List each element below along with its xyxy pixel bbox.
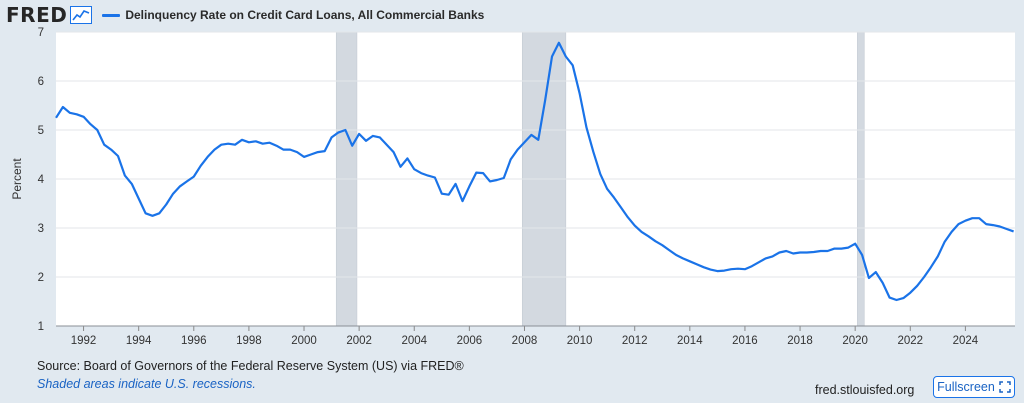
y-tick-label: 5	[38, 125, 44, 137]
x-tick-label: 1994	[126, 335, 152, 347]
x-tick-label: 1996	[181, 335, 207, 347]
x-tick-label: 2000	[291, 335, 317, 347]
y-tick-label: 3	[38, 223, 44, 235]
y-tick-label: 2	[38, 272, 44, 284]
x-tick-label: 2008	[512, 335, 538, 347]
x-tick-label: 2012	[622, 335, 648, 347]
x-tick-label: 2022	[897, 335, 923, 347]
y-tick-label: 7	[38, 27, 44, 39]
source-text: Source: Board of Governors of the Federa…	[37, 359, 464, 373]
x-tick-label: 2024	[953, 335, 979, 347]
x-tick-label: 2006	[457, 335, 483, 347]
trend-chart-icon[interactable]	[70, 6, 93, 24]
x-tick-label: 1992	[71, 335, 97, 347]
y-tick-label: 4	[38, 174, 45, 186]
x-tick-label: 2010	[567, 335, 593, 347]
x-tick-label: 1998	[236, 335, 262, 347]
x-tick-label: 2004	[401, 335, 427, 347]
recession-note: Shaded areas indicate U.S. recessions.	[37, 377, 256, 391]
fullscreen-label: Fullscreen	[937, 380, 995, 394]
fullscreen-button[interactable]: Fullscreen	[933, 376, 1015, 398]
x-tick-label: 2002	[346, 335, 372, 347]
y-tick-label: 1	[38, 321, 44, 333]
chart-header: FRED Delinquency Rate on Credit Card Loa…	[6, 4, 484, 26]
legend-swatch	[102, 13, 121, 17]
y-axis-label: Percent	[10, 158, 24, 200]
expand-icon	[999, 381, 1011, 393]
x-tick-label: 2018	[787, 335, 813, 347]
series-title: Delinquency Rate on Credit Card Loans, A…	[125, 8, 485, 22]
fred-logo[interactable]: FRED	[6, 3, 68, 27]
x-tick-label: 2014	[677, 335, 703, 347]
y-tick-label: 6	[38, 76, 44, 88]
legend: Delinquency Rate on Credit Card Loans, A…	[102, 8, 484, 22]
series-line	[55, 41, 1014, 302]
x-tick-label: 2016	[732, 335, 758, 347]
x-tick-label: 2020	[842, 335, 868, 347]
fred-link[interactable]: fred.stlouisfed.org	[815, 383, 915, 397]
